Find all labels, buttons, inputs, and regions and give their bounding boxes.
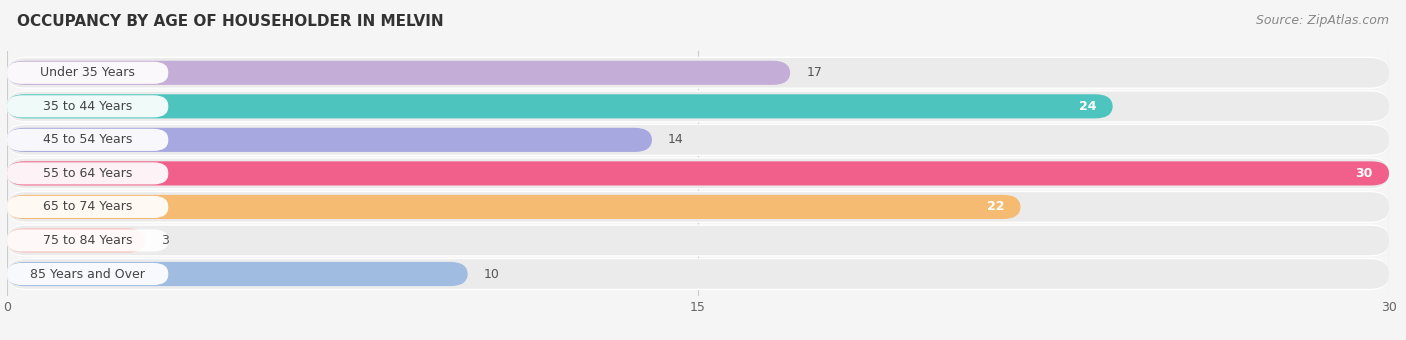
FancyBboxPatch shape	[7, 228, 145, 253]
Text: Source: ZipAtlas.com: Source: ZipAtlas.com	[1256, 14, 1389, 27]
FancyBboxPatch shape	[7, 191, 1389, 223]
FancyBboxPatch shape	[7, 159, 1389, 188]
FancyBboxPatch shape	[7, 129, 169, 151]
FancyBboxPatch shape	[7, 162, 169, 185]
FancyBboxPatch shape	[7, 263, 169, 285]
FancyBboxPatch shape	[7, 230, 169, 252]
FancyBboxPatch shape	[7, 90, 1389, 122]
Text: 45 to 54 Years: 45 to 54 Years	[44, 133, 132, 146]
Text: 65 to 74 Years: 65 to 74 Years	[44, 201, 132, 214]
Text: 85 Years and Over: 85 Years and Over	[30, 268, 145, 280]
Text: 75 to 84 Years: 75 to 84 Years	[44, 234, 132, 247]
FancyBboxPatch shape	[7, 125, 1389, 155]
Text: 22: 22	[987, 201, 1004, 214]
Text: 30: 30	[1355, 167, 1374, 180]
Text: 24: 24	[1078, 100, 1097, 113]
Text: Under 35 Years: Under 35 Years	[41, 66, 135, 79]
FancyBboxPatch shape	[7, 91, 1389, 121]
Text: 3: 3	[162, 234, 169, 247]
Text: OCCUPANCY BY AGE OF HOUSEHOLDER IN MELVIN: OCCUPANCY BY AGE OF HOUSEHOLDER IN MELVI…	[17, 14, 443, 29]
FancyBboxPatch shape	[7, 262, 468, 286]
FancyBboxPatch shape	[7, 161, 1389, 186]
Text: 10: 10	[484, 268, 499, 280]
Text: 17: 17	[807, 66, 823, 79]
FancyBboxPatch shape	[7, 157, 1389, 189]
Text: 14: 14	[668, 133, 683, 146]
FancyBboxPatch shape	[7, 192, 1389, 222]
FancyBboxPatch shape	[7, 224, 1389, 257]
FancyBboxPatch shape	[7, 196, 169, 218]
FancyBboxPatch shape	[7, 58, 1389, 88]
Text: 55 to 64 Years: 55 to 64 Years	[44, 167, 132, 180]
FancyBboxPatch shape	[7, 259, 1389, 289]
FancyBboxPatch shape	[7, 95, 169, 117]
FancyBboxPatch shape	[7, 128, 652, 152]
FancyBboxPatch shape	[7, 57, 1389, 89]
FancyBboxPatch shape	[7, 226, 1389, 255]
FancyBboxPatch shape	[7, 94, 1112, 118]
FancyBboxPatch shape	[7, 61, 790, 85]
Text: 35 to 44 Years: 35 to 44 Years	[44, 100, 132, 113]
FancyBboxPatch shape	[7, 258, 1389, 290]
FancyBboxPatch shape	[7, 62, 169, 84]
FancyBboxPatch shape	[7, 195, 1021, 219]
FancyBboxPatch shape	[7, 124, 1389, 156]
